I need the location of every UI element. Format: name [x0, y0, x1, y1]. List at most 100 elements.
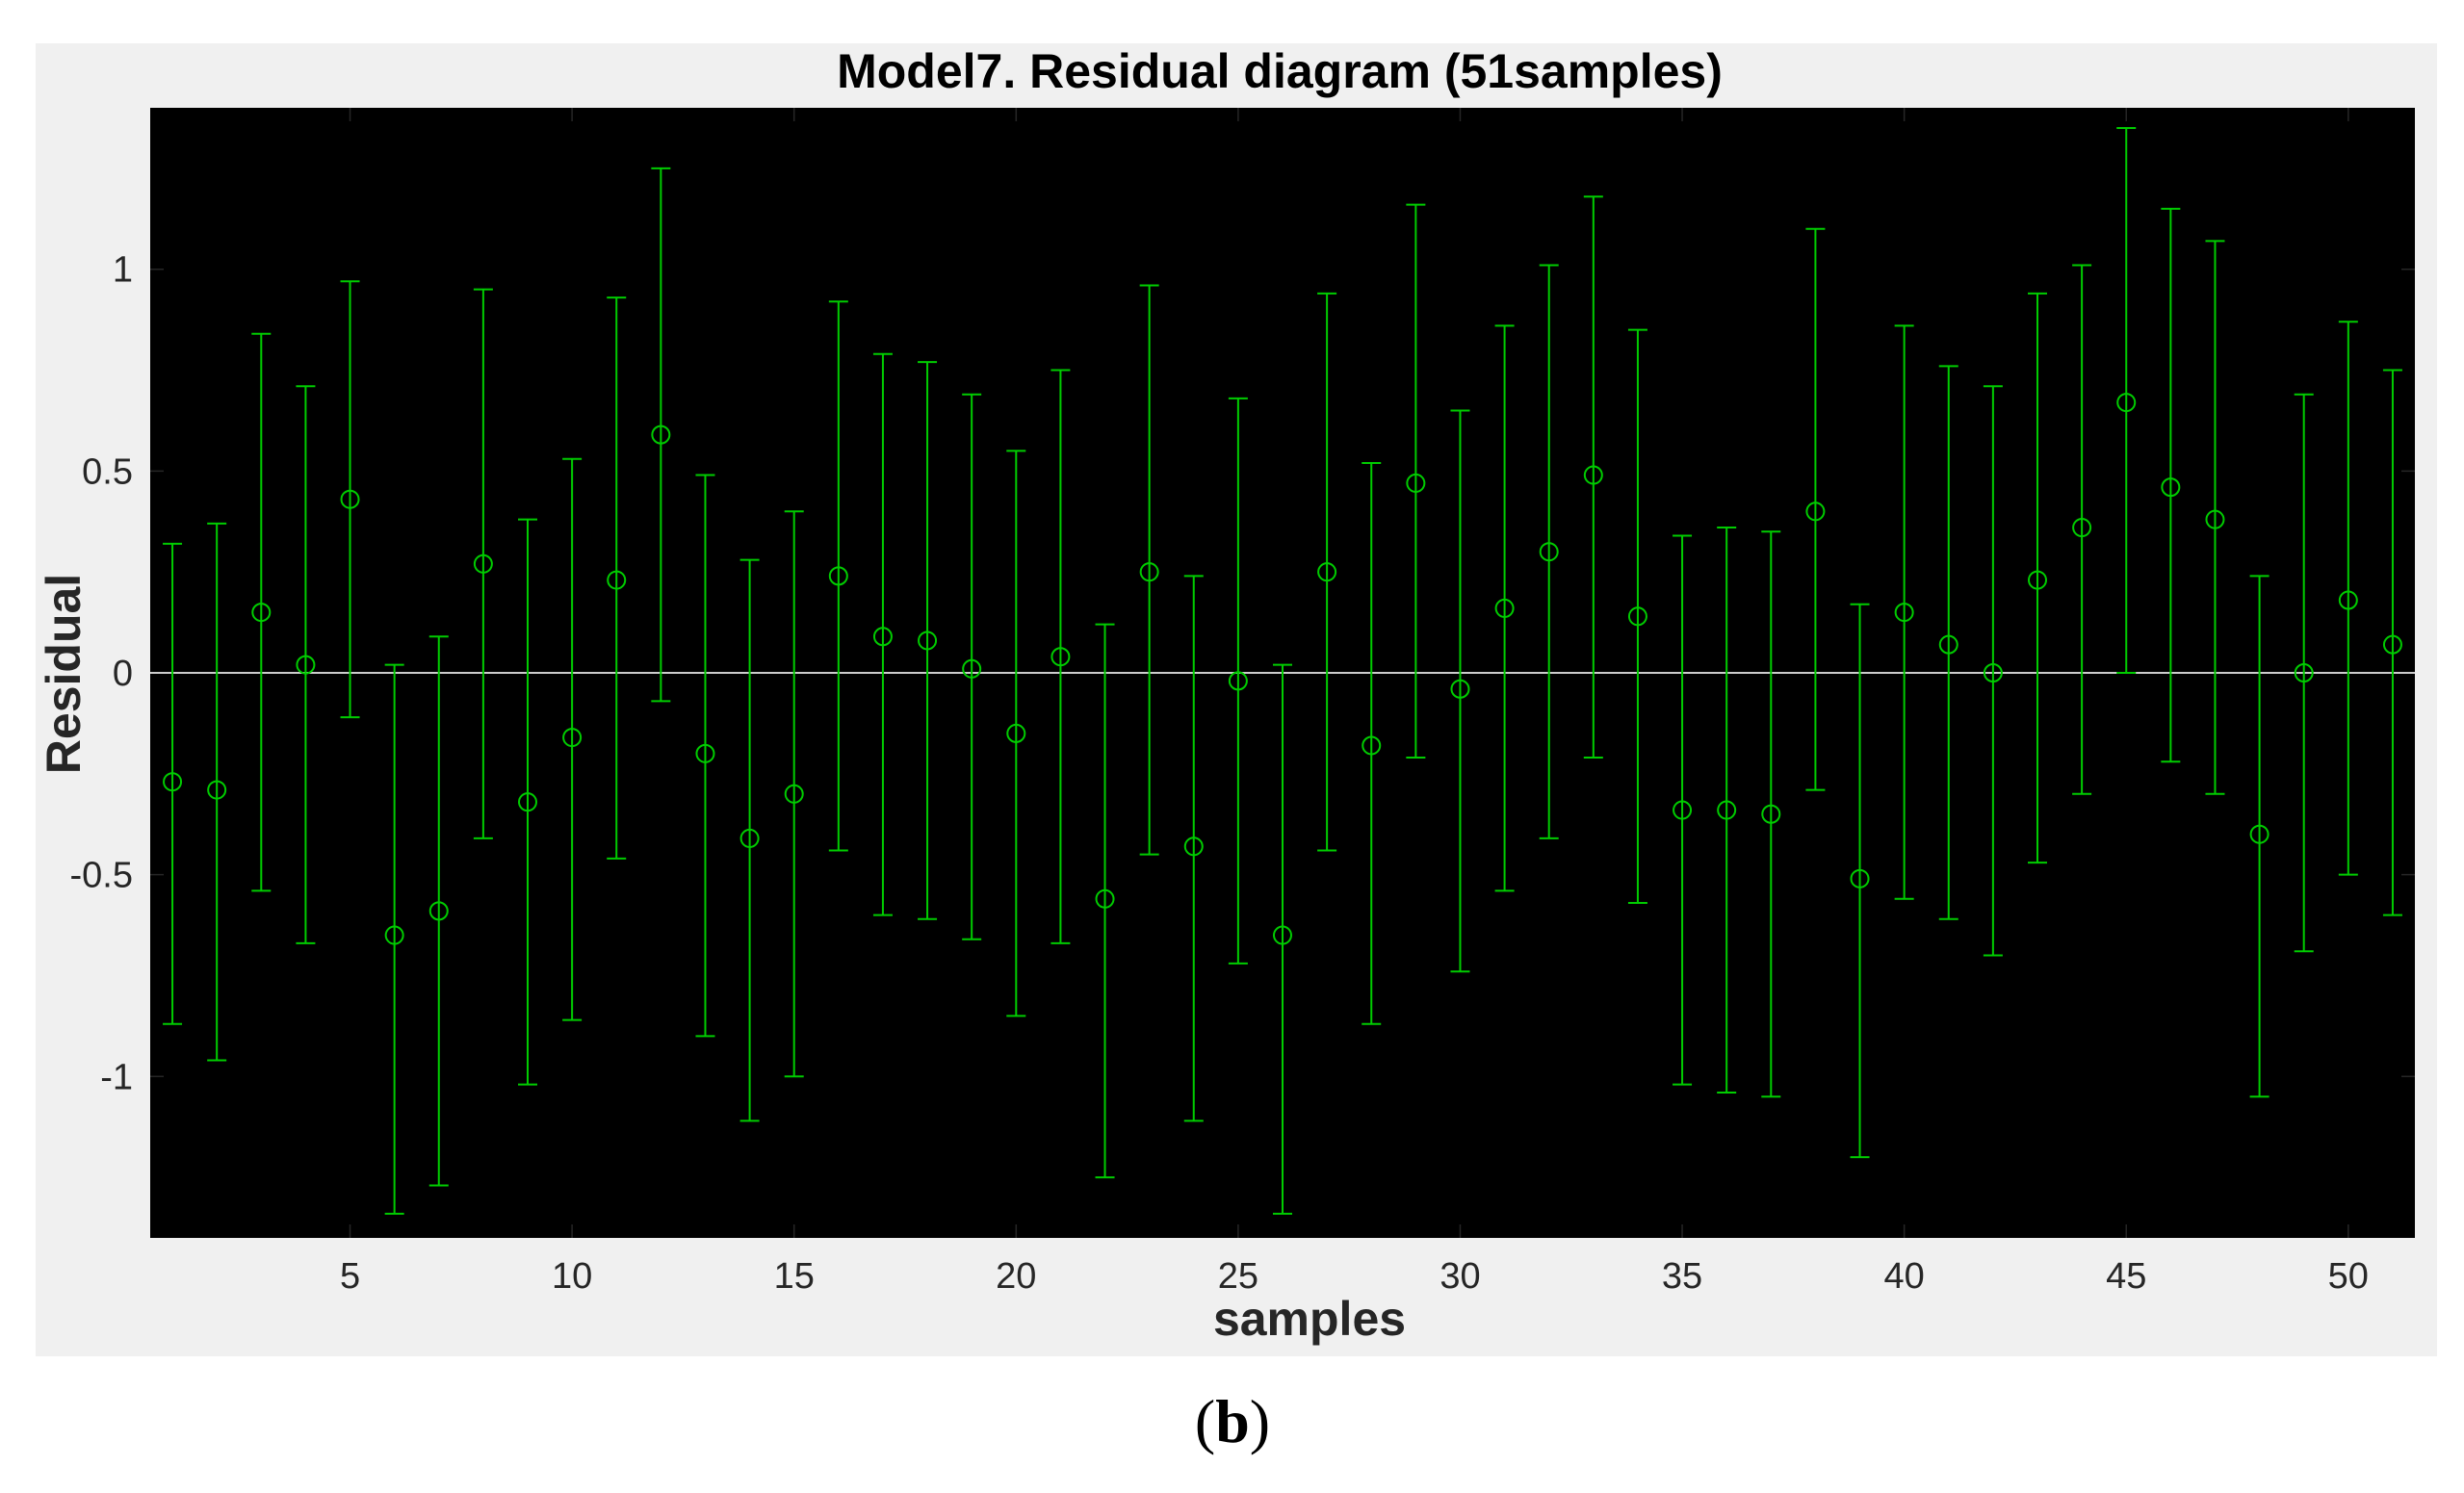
data-point	[1006, 723, 1026, 743]
error-bar	[1673, 534, 1693, 1086]
error-bar	[2382, 369, 2402, 916]
y-tick-label: 0.5	[82, 451, 133, 492]
data-point	[828, 566, 848, 586]
error-bar	[1539, 264, 1559, 839]
caption-letter: b	[1215, 1387, 1250, 1455]
error-bars	[163, 126, 2402, 1215]
error-bar	[296, 385, 316, 944]
error-bar	[1362, 461, 1382, 1025]
y-tick-label: 1	[113, 250, 133, 291]
chart-title: Model7. Residual diagram (51samples)	[837, 44, 1723, 98]
data-point	[784, 784, 804, 804]
data-point	[607, 570, 627, 590]
x-tick-labels: 5 10 15 20 25 30 35 40 45 50	[340, 1256, 2369, 1297]
data-point	[1406, 473, 1426, 493]
error-bar	[1095, 623, 1115, 1179]
data-point	[251, 603, 272, 623]
error-bar	[1406, 203, 1426, 759]
error-bar	[918, 361, 938, 920]
data-point	[1805, 502, 1826, 522]
y-tick-label: -0.5	[70, 856, 133, 896]
data-point	[962, 658, 982, 679]
data-point	[1850, 868, 1870, 888]
error-bar	[2116, 126, 2137, 674]
x-axis-label: samples	[1213, 1292, 1406, 1346]
error-bar	[607, 296, 627, 860]
data-point	[1273, 925, 1292, 945]
error-bar	[251, 332, 272, 892]
error-bar	[163, 542, 183, 1025]
x-tick-label: 20	[996, 1256, 1036, 1297]
error-bar	[1850, 603, 1870, 1159]
data-point	[695, 743, 715, 763]
data-point	[163, 772, 183, 792]
x-tick-label: 10	[552, 1256, 592, 1297]
error-bar	[2028, 292, 2047, 864]
x-tick-label: 45	[2106, 1256, 2146, 1297]
error-bar	[1450, 409, 1470, 973]
error-bar	[1894, 324, 1914, 900]
data-point	[1983, 663, 2003, 682]
data-point	[2161, 477, 2181, 498]
x-tick-label: 25	[1218, 1256, 1258, 1297]
error-bar	[1983, 385, 2003, 957]
data-point	[2116, 393, 2137, 413]
error-bar	[384, 663, 404, 1215]
x-tick-label: 5	[340, 1256, 360, 1297]
y-axis-label: Residual	[37, 574, 91, 774]
figure-caption: (b)	[1195, 1387, 1270, 1455]
error-bar	[207, 522, 227, 1062]
error-bar	[1183, 575, 1204, 1122]
error-bar	[2205, 240, 2225, 795]
error-bar	[1583, 195, 1603, 759]
error-bar	[1761, 530, 1781, 1098]
data-point	[2294, 663, 2314, 682]
data-point	[1627, 606, 1647, 627]
error-bar	[828, 300, 848, 852]
data-point	[2382, 634, 2402, 655]
data-point	[1050, 647, 1071, 667]
data-point	[1583, 465, 1603, 485]
data-point	[2249, 824, 2269, 844]
data-point	[1539, 542, 1559, 562]
data-point	[2028, 570, 2047, 590]
error-bar	[872, 352, 893, 916]
y-tick-labels: -1 -0.5 0 0.5 1	[70, 250, 133, 1098]
data-point	[1362, 735, 1382, 756]
error-bar	[1006, 450, 1026, 1017]
error-bar	[2294, 393, 2314, 953]
error-bar	[1717, 527, 1737, 1094]
error-bar	[1228, 397, 1248, 965]
error-bar	[428, 635, 449, 1187]
error-bar	[1050, 369, 1071, 944]
caption-close-paren: )	[1250, 1387, 1270, 1455]
data-point	[2338, 590, 2358, 610]
data-point	[2072, 518, 2092, 538]
error-bar	[340, 280, 360, 719]
error-bar	[2161, 207, 2181, 763]
data-point	[1717, 800, 1737, 820]
data-point	[872, 627, 893, 647]
data-point	[428, 901, 449, 921]
error-bar	[1805, 227, 1826, 791]
error-bar	[1139, 284, 1159, 856]
x-tick-label: 30	[1439, 1256, 1480, 1297]
error-bar	[2338, 321, 2358, 876]
y-tick-label: 0	[113, 654, 133, 694]
data-point	[1673, 800, 1693, 820]
data-point	[2205, 509, 2225, 529]
error-bar	[518, 518, 537, 1086]
data-point	[651, 425, 671, 445]
data-point	[1139, 562, 1159, 582]
error-bar	[1317, 292, 1337, 852]
error-bar	[562, 457, 583, 1021]
error-bar	[695, 474, 715, 1038]
x-tick-label: 50	[2328, 1256, 2369, 1297]
data-point	[1317, 562, 1337, 582]
error-bar	[2249, 575, 2269, 1098]
data-point	[1761, 804, 1781, 824]
data-point	[340, 489, 360, 509]
error-bar	[1494, 324, 1515, 892]
y-tick-label: -1	[100, 1057, 133, 1097]
